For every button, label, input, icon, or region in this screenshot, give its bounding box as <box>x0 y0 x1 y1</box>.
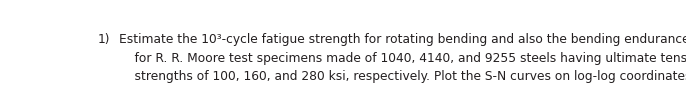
Text: 1): 1) <box>97 33 110 46</box>
Text: Estimate the 10³-cycle fatigue strength for rotating bending and also the bendin: Estimate the 10³-cycle fatigue strength … <box>119 33 686 83</box>
